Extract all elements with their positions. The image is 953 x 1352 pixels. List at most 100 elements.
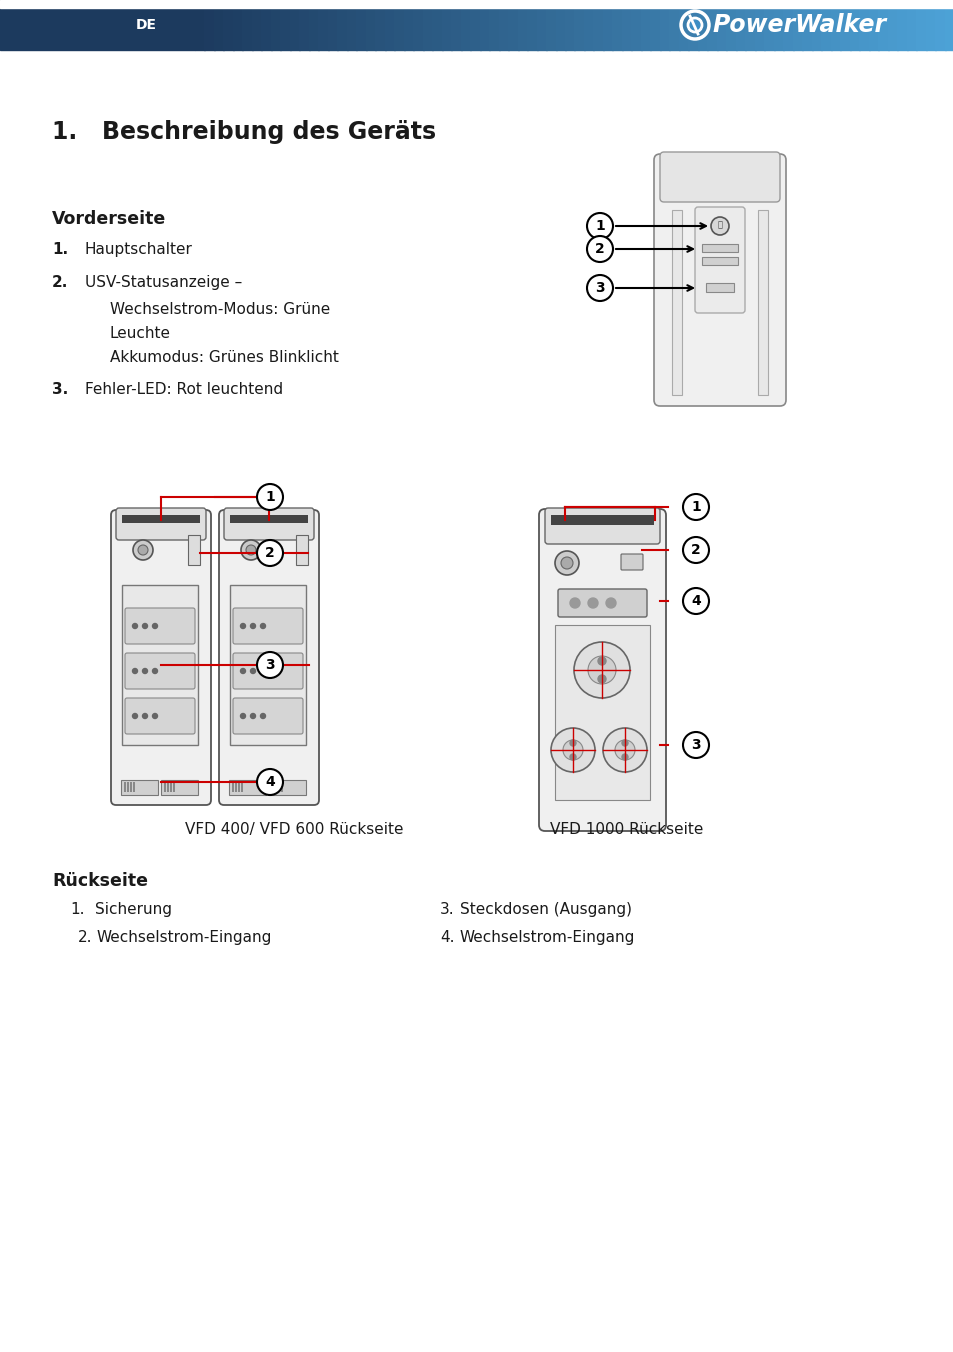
Bar — [121, 780, 158, 795]
Bar — [706, 0, 717, 50]
Bar — [213, 0, 224, 50]
Bar — [274, 781, 276, 792]
Bar — [309, 0, 319, 50]
FancyBboxPatch shape — [695, 207, 744, 314]
Bar — [384, 0, 395, 50]
Text: 4: 4 — [690, 594, 700, 608]
Text: Fehler-LED: Rot leuchtend: Fehler-LED: Rot leuchtend — [85, 383, 283, 397]
Bar — [337, 0, 348, 50]
Circle shape — [142, 623, 148, 629]
Bar — [167, 781, 169, 792]
Bar — [849, 0, 860, 50]
Bar — [272, 781, 274, 792]
Bar — [867, 0, 878, 50]
Text: Wechselstrom-Modus: Grüne: Wechselstrom-Modus: Grüne — [110, 301, 330, 316]
Bar — [811, 0, 821, 50]
Text: Rückseite: Rückseite — [52, 872, 148, 890]
Bar — [697, 0, 707, 50]
Bar — [280, 0, 291, 50]
Bar — [792, 0, 802, 50]
Circle shape — [256, 539, 283, 566]
FancyBboxPatch shape — [125, 698, 194, 734]
Bar — [365, 0, 375, 50]
Text: Vorderseite: Vorderseite — [52, 210, 166, 228]
Circle shape — [569, 740, 576, 746]
Circle shape — [132, 668, 137, 673]
Bar — [130, 781, 132, 792]
Circle shape — [598, 675, 605, 683]
Bar — [612, 0, 622, 50]
Bar — [701, 243, 738, 251]
Bar — [508, 0, 518, 50]
Bar — [161, 780, 198, 795]
Circle shape — [142, 668, 148, 673]
Circle shape — [682, 731, 708, 758]
Bar — [877, 0, 887, 50]
Bar — [252, 0, 262, 50]
Circle shape — [251, 714, 255, 718]
Bar — [583, 0, 594, 50]
Text: PowerWalker: PowerWalker — [712, 14, 886, 37]
Bar — [422, 0, 433, 50]
Bar — [470, 0, 480, 50]
FancyBboxPatch shape — [659, 151, 780, 201]
FancyBboxPatch shape — [125, 608, 194, 644]
Bar — [659, 0, 670, 50]
Circle shape — [682, 537, 708, 562]
Bar — [517, 0, 528, 50]
Circle shape — [251, 623, 255, 629]
Text: 1: 1 — [265, 489, 274, 504]
Bar — [241, 781, 243, 792]
Bar — [725, 0, 736, 50]
Text: 3: 3 — [691, 738, 700, 752]
Bar — [230, 585, 306, 745]
Circle shape — [586, 214, 613, 239]
Bar — [621, 0, 632, 50]
Circle shape — [602, 727, 646, 772]
Bar — [688, 0, 699, 50]
Circle shape — [586, 274, 613, 301]
Bar — [886, 0, 897, 50]
Bar — [821, 0, 831, 50]
Text: 1.: 1. — [70, 902, 85, 917]
Circle shape — [551, 727, 595, 772]
Bar — [194, 0, 205, 50]
Bar — [229, 780, 266, 795]
Circle shape — [132, 623, 137, 629]
Bar — [432, 0, 442, 50]
Circle shape — [621, 740, 627, 746]
Circle shape — [152, 668, 157, 673]
Text: 1.   Beschreibung des Geräts: 1. Beschreibung des Geräts — [52, 120, 436, 145]
Circle shape — [152, 623, 157, 629]
Bar — [555, 0, 565, 50]
Bar — [631, 0, 641, 50]
Bar — [934, 0, 944, 50]
Bar — [261, 0, 272, 50]
Bar — [188, 535, 200, 565]
Bar — [640, 0, 651, 50]
Circle shape — [240, 714, 245, 718]
Circle shape — [240, 623, 245, 629]
Circle shape — [251, 668, 255, 673]
Text: USV-Statusanzeige –: USV-Statusanzeige – — [85, 274, 242, 289]
Bar — [840, 0, 850, 50]
Text: Wechselstrom-Eingang: Wechselstrom-Eingang — [459, 930, 635, 945]
Bar — [758, 210, 767, 395]
Bar — [232, 781, 233, 792]
Bar — [277, 781, 280, 792]
FancyBboxPatch shape — [111, 510, 211, 804]
Circle shape — [605, 598, 616, 608]
Bar — [233, 0, 243, 50]
Bar — [830, 0, 841, 50]
Circle shape — [260, 668, 265, 673]
Circle shape — [598, 657, 605, 665]
Bar — [122, 515, 200, 523]
Bar — [271, 0, 281, 50]
Circle shape — [246, 545, 255, 556]
Bar — [593, 0, 603, 50]
Circle shape — [682, 588, 708, 614]
Text: 3.: 3. — [52, 383, 69, 397]
FancyBboxPatch shape — [538, 508, 665, 831]
Bar — [498, 0, 509, 50]
Bar — [172, 781, 174, 792]
